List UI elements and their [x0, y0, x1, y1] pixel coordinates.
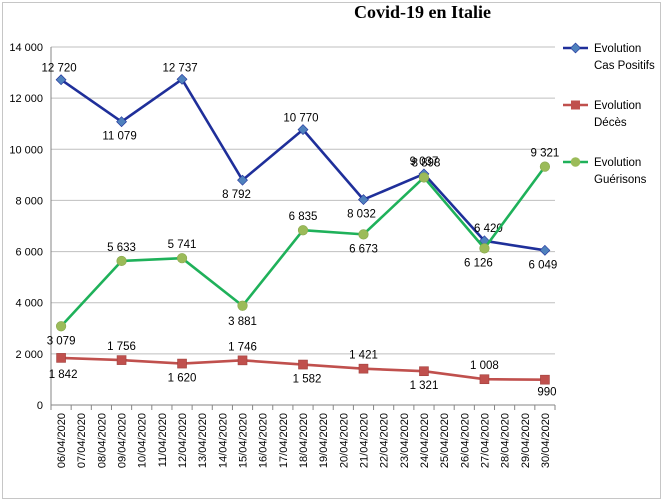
x-tick-label: 26/04/2020 — [459, 413, 471, 468]
x-tick-label: 21/04/2020 — [358, 413, 370, 468]
legend-label: Cas Positifs — [594, 60, 655, 72]
legend-label: Décès — [594, 117, 627, 129]
x-tick-label: 24/04/2020 — [419, 413, 431, 468]
data-label: 1 620 — [168, 373, 197, 385]
x-tick-label: 12/04/2020 — [177, 413, 189, 468]
data-point-marker — [237, 300, 248, 311]
data-point-marker — [419, 366, 429, 377]
data-label: 1 746 — [228, 341, 257, 353]
data-label: 5 741 — [168, 239, 197, 251]
data-point-marker — [418, 172, 430, 183]
x-tick-label: 16/04/2020 — [258, 413, 270, 468]
x-tick-label: 30/04/2020 — [540, 413, 552, 468]
x-tick-label: 18/04/2020 — [298, 413, 310, 468]
data-label: 6 126 — [464, 257, 493, 269]
data-point-marker — [297, 124, 309, 136]
data-label: 6 673 — [349, 243, 378, 255]
x-tick-label: 11/04/2020 — [157, 413, 169, 467]
x-tick-label: 10/04/2020 — [137, 413, 149, 468]
data-label: 12 720 — [41, 63, 76, 75]
data-label: 12 737 — [162, 62, 197, 74]
data-point-marker — [479, 374, 490, 385]
data-label: 8 032 — [347, 209, 376, 221]
legend-label: Guérisons — [594, 174, 647, 186]
y-tick-label: 14 000 — [9, 42, 43, 54]
data-label: 990 — [537, 387, 556, 399]
legend-label: Evolution — [594, 157, 641, 169]
data-point-marker — [176, 253, 188, 264]
data-point-marker — [177, 358, 187, 369]
legend-marker — [570, 157, 581, 167]
data-point-marker — [237, 355, 248, 366]
y-tick-label: 8 000 — [15, 195, 43, 207]
data-label: 9 037 — [410, 156, 439, 168]
data-point-marker — [539, 244, 551, 256]
x-tick-label: 20/04/2020 — [338, 413, 350, 468]
x-tick-label: 28/04/2020 — [500, 413, 512, 468]
data-label: 8 898 — [412, 157, 441, 169]
y-tick-label: 4 000 — [15, 298, 43, 310]
data-point-marker — [116, 355, 127, 365]
data-point-marker — [358, 363, 369, 374]
y-tick-label: 10 000 — [9, 144, 43, 156]
data-label: 9 321 — [531, 148, 560, 160]
data-point-marker — [358, 194, 369, 206]
series-line — [60, 77, 546, 252]
data-label: 1 321 — [410, 380, 439, 392]
data-point-marker — [479, 243, 490, 254]
data-point-marker — [297, 225, 309, 236]
data-label: 1 842 — [49, 369, 78, 381]
data-label: 1 008 — [470, 360, 499, 372]
data-label: 1 756 — [107, 341, 136, 353]
legend-marker — [571, 100, 580, 110]
data-label: 3 881 — [228, 316, 257, 328]
x-tick-label: 22/04/2020 — [379, 413, 391, 468]
x-tick-label: 19/04/2020 — [318, 413, 330, 468]
x-tick-label: 14/04/2020 — [217, 413, 229, 468]
legend-label: Evolution — [594, 100, 641, 112]
data-point-marker — [298, 359, 308, 370]
x-tick-label: 27/04/2020 — [479, 413, 491, 468]
legend-marker — [570, 42, 581, 54]
data-point-marker — [56, 353, 66, 363]
data-label: 11 079 — [102, 131, 136, 143]
x-tick-label: 06/04/2020 — [56, 413, 68, 468]
x-tick-label: 15/04/2020 — [238, 413, 250, 468]
data-label: 3 079 — [47, 335, 76, 347]
data-label: 6 049 — [529, 259, 558, 271]
x-tick-label: 13/04/2020 — [197, 413, 209, 468]
data-point-marker — [55, 74, 67, 86]
data-label: 1 582 — [293, 374, 322, 386]
data-label: 8 792 — [222, 189, 251, 201]
x-tick-label: 29/04/2020 — [520, 413, 532, 468]
y-tick-label: 12 000 — [9, 93, 43, 105]
data-point-marker — [540, 374, 550, 385]
x-tick-label: 23/04/2020 — [399, 413, 411, 468]
data-point-marker — [358, 229, 369, 240]
y-tick-label: 6 000 — [15, 247, 43, 259]
x-tick-label: 17/04/2020 — [278, 413, 290, 468]
data-point-marker — [176, 73, 188, 85]
x-tick-label: 07/04/2020 — [76, 413, 88, 468]
data-label: 1 421 — [349, 350, 378, 362]
chart-title: Covid-19 en Italie — [354, 2, 491, 22]
data-label: 6 835 — [289, 211, 318, 223]
y-tick-label: 2 000 — [15, 349, 43, 361]
y-tick-label: 0 — [37, 400, 43, 412]
data-point-marker — [237, 174, 248, 186]
data-point-marker — [116, 116, 127, 128]
x-tick-label: 25/04/2020 — [439, 413, 451, 468]
data-label: 10 770 — [283, 113, 318, 125]
data-point-marker — [116, 255, 127, 267]
x-tick-label: 09/04/2020 — [117, 413, 129, 468]
x-tick-label: 08/04/2020 — [96, 413, 108, 468]
data-point-marker — [55, 321, 67, 332]
data-point-marker — [539, 161, 551, 172]
data-label: 5 633 — [107, 242, 136, 254]
legend-label: Evolution — [594, 43, 641, 55]
